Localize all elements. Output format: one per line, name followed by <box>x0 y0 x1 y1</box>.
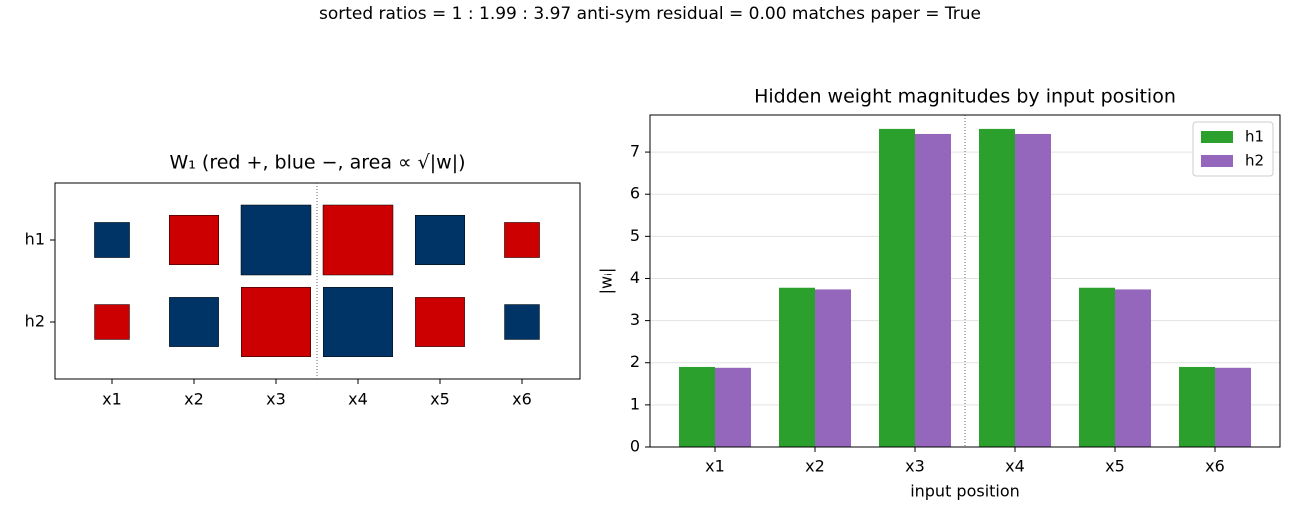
weight-square <box>415 297 465 347</box>
y-tick-label: 2 <box>630 352 640 371</box>
figure-title: sorted ratios = 1 : 1.99 : 3.97 anti-sym… <box>319 4 981 24</box>
x-tick-label: x1 <box>705 457 725 476</box>
x-axis-label: input position <box>910 482 1020 501</box>
bar <box>879 128 915 447</box>
weight-square <box>240 204 312 276</box>
bar <box>1115 289 1151 447</box>
weight-square <box>414 214 466 266</box>
x-tick-label: x3 <box>905 457 925 476</box>
weight-square <box>504 222 540 258</box>
y-tick-label: h2 <box>25 312 45 331</box>
y-axis-label: |wᵢ| <box>597 268 616 295</box>
y-tick-label: 3 <box>630 310 640 329</box>
weight-square <box>169 297 219 347</box>
x-tick-label: x5 <box>1105 457 1125 476</box>
bar <box>1015 133 1051 447</box>
bar <box>715 367 751 447</box>
weight-square <box>168 214 220 266</box>
axes-frame <box>649 114 1281 448</box>
x-tick-label: x2 <box>184 390 204 409</box>
x-tick-label: x3 <box>266 390 286 409</box>
bar <box>915 133 951 447</box>
y-tick-label: 4 <box>630 268 640 287</box>
weight-square <box>94 304 130 340</box>
x-tick-label: x2 <box>805 457 825 476</box>
bar <box>979 128 1015 447</box>
legend-swatch <box>1201 131 1233 143</box>
legend-label: h1 <box>1245 128 1264 146</box>
bar <box>1179 366 1215 447</box>
bar <box>1215 367 1251 447</box>
x-tick-label: x1 <box>102 390 122 409</box>
weight-square <box>504 304 540 340</box>
bar <box>1079 287 1115 447</box>
weight-square <box>241 287 311 357</box>
weight-square <box>323 287 393 357</box>
axes-frame <box>54 182 581 380</box>
legend-swatch <box>1201 155 1233 167</box>
y-tick-label: h1 <box>25 230 45 249</box>
legend-label: h2 <box>1245 152 1264 170</box>
weight-square <box>94 222 130 258</box>
y-tick-label: 1 <box>630 394 640 413</box>
chart-title: Hidden weight magnitudes by input positi… <box>754 86 1176 108</box>
y-tick-label: 0 <box>630 437 640 456</box>
bar <box>779 287 815 447</box>
y-tick-label: 5 <box>630 226 640 245</box>
bar <box>815 289 851 447</box>
bar <box>679 366 715 447</box>
x-tick-label: x6 <box>512 390 532 409</box>
y-tick-label: 6 <box>630 184 640 203</box>
x-tick-label: x4 <box>1005 457 1025 476</box>
x-tick-label: x5 <box>430 390 450 409</box>
y-tick-label: 7 <box>630 142 640 161</box>
x-tick-label: x6 <box>1205 457 1225 476</box>
weight-square <box>322 204 394 276</box>
x-tick-label: x4 <box>348 390 368 409</box>
chart-title: W₁ (red +, blue −, area ∝ √|w|) <box>169 152 465 174</box>
